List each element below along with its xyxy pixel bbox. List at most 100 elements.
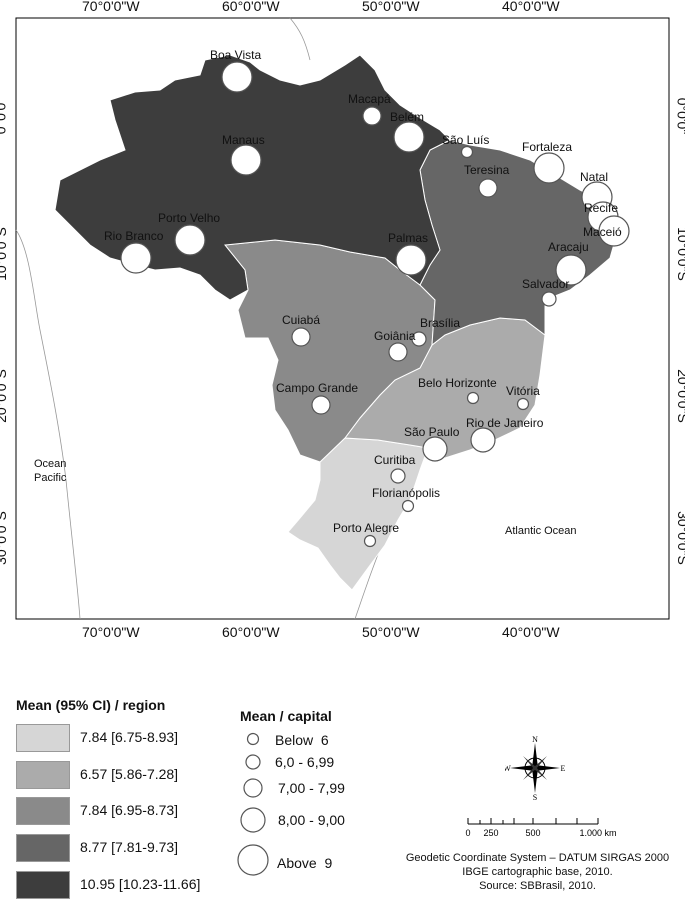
region-legend-label-0: 7.84 [6.75-8.93]: [80, 729, 179, 745]
capital-marker-curitiba: [390, 468, 406, 484]
region-legend-label-2: 7.84 [6.95-8.73]: [80, 802, 179, 818]
capital-label-florianópolis: Florianópolis: [372, 486, 441, 500]
capital-legend-symbols: [237, 732, 269, 876]
capital-legend-circle-1: [245, 754, 261, 770]
capital-label-maceió: Maceió: [583, 225, 622, 239]
capital-label-natal: Natal: [580, 170, 609, 184]
capital-label-fortaleza: Fortaleza: [522, 140, 573, 154]
capital-marker-são-luís: [460, 145, 474, 159]
source-line-1: Geodetic Coordinate System – DATUM SIRGA…: [405, 852, 670, 864]
capital-legend-label-0: Below 6: [275, 732, 329, 748]
grid-label-bottom-40w: 40°0'0"W: [502, 624, 560, 640]
region-legend-label-3: 8.77 [7.81-9.73]: [80, 839, 179, 855]
grid-label-bottom-70w: 70°0'0"W: [82, 624, 140, 640]
grid-label-left-10s: 10°0'0"S: [0, 227, 9, 281]
capital-marker-salvador: [541, 291, 557, 307]
capital-label-boa-vista: Boa Vista: [210, 48, 262, 62]
grid-label-bottom-50w: 50°0'0"W: [362, 624, 420, 640]
capital-marker-brasília: [411, 331, 427, 347]
capital-marker-aracaju: [555, 254, 587, 286]
region-legend-swatch-1: [16, 761, 70, 789]
capital-marker-porto-velho: [174, 224, 206, 256]
capital-label-salvador: Salvador: [522, 277, 570, 291]
region-legend-swatch-0: [16, 724, 70, 752]
capital-label-rio-de-janeiro: Rio de Janeiro: [466, 416, 544, 430]
grid-label-top-50w: 50°0'0"W: [362, 0, 420, 14]
capital-marker-boa-vista: [221, 61, 253, 93]
grid-label-top-40w: 40°0'0"W: [502, 0, 560, 14]
capital-label-teresina: Teresina: [464, 163, 510, 177]
capital-label-são-paulo: São Paulo: [404, 425, 460, 439]
capital-legend-label-2: 7,00 - 7,99: [278, 780, 345, 796]
compass-s: S: [533, 793, 537, 801]
capital-label-goiânia: Goiânia: [374, 329, 416, 343]
capital-marker-belo-horizonte: [466, 391, 480, 405]
capital-marker-florianópolis: [401, 499, 415, 513]
region-legend-swatch-3: [16, 834, 70, 862]
region-north: [54, 54, 451, 301]
region-legend-title: Mean (95% CI) / region: [16, 697, 166, 713]
source-line-2: IBGE cartographic base, 2010.: [462, 866, 613, 878]
capital-marker-belém: [393, 121, 425, 153]
capital-label-rio-branco: Rio Branco: [104, 229, 164, 243]
capital-label-macapá: Macapá: [348, 92, 391, 106]
scale-label-0: 0: [465, 828, 470, 838]
capital-legend-title: Mean / capital: [240, 708, 332, 724]
capital-marker-rio-branco: [120, 242, 152, 274]
capital-label-aracaju: Aracaju: [548, 240, 589, 254]
region-legend-label-1: 6.57 [5.86-7.28]: [80, 766, 179, 782]
grid-label-bottom-60w: 60°0'0"W: [222, 624, 280, 640]
scale-label-500: 500: [525, 828, 540, 838]
grid-label-right-0: 0°0'0": [674, 97, 685, 135]
capital-marker-campo-grande: [311, 395, 331, 415]
capital-label-campo-grande: Campo Grande: [276, 381, 359, 395]
capital-marker-palmas: [395, 244, 427, 276]
region-legend-swatch-4: [16, 871, 70, 899]
capital-legend-label-3: 8,00 - 9,00: [278, 812, 345, 828]
ocean-label-pacific-2: Pacific: [34, 472, 67, 484]
capital-label-porto-alegre: Porto Alegre: [333, 521, 400, 535]
capital-marker-manaus: [230, 144, 262, 176]
compass-n: N: [532, 735, 538, 744]
compass-rose: N S W E: [505, 735, 565, 801]
capital-label-belém: Belém: [390, 110, 425, 124]
grid-label-left-0: 0°0'0": [0, 97, 9, 135]
capital-marker-vitória: [516, 397, 530, 411]
capital-legend-circle-0: [246, 732, 260, 746]
capital-marker-fortaleza: [533, 152, 565, 184]
capital-legend-circle-4: [237, 844, 269, 876]
scale-label-1000: 1.000 km: [579, 828, 616, 838]
grid-label-top-70w: 70°0'0"W: [82, 0, 140, 14]
grid-label-top-60w: 60°0'0"W: [222, 0, 280, 14]
capital-label-vitória: Vitória: [506, 384, 540, 398]
region-legend-label-4: 10.95 [10.23-11.66]: [80, 876, 201, 892]
capital-marker-cuiabá: [291, 327, 311, 347]
capital-legend-label-4: Above 9: [277, 855, 333, 871]
capital-label-curitiba: Curitiba: [374, 453, 416, 467]
capital-legend-circle-2: [243, 778, 263, 798]
capital-marker-macapá: [362, 106, 382, 126]
capital-marker-maceió: [598, 215, 630, 247]
compass-w: W: [505, 764, 511, 773]
region-legend-swatch-2: [16, 797, 70, 825]
capital-marker-teresina: [478, 178, 498, 198]
capital-legend-label-1: 6,0 - 6,99: [275, 754, 335, 770]
source-line-3: Source: SBBrasil, 2010.: [479, 880, 596, 892]
ocean-label-atlantic: Atlantic Ocean: [505, 525, 577, 537]
capital-marker-rio-de-janeiro: [470, 427, 496, 453]
ocean-label-pacific-1: Ocean: [34, 458, 67, 470]
scale-bar: 0 250 500 1.000 km: [465, 818, 617, 838]
capital-label-cuiabá: Cuiabá: [282, 313, 321, 327]
grid-label-left-20s: 20°0'0"S: [0, 369, 9, 423]
capital-label-porto-velho: Porto Velho: [158, 211, 221, 225]
capital-marker-goiânia: [388, 342, 408, 362]
capital-legend-circle-3: [240, 807, 266, 833]
capital-marker-são-paulo: [422, 436, 448, 462]
capital-label-são-luís: São Luís: [442, 133, 490, 147]
grid-label-left-30s: 30°0'0"S: [0, 511, 9, 565]
capital-marker-porto-alegre: [363, 534, 377, 548]
grid-label-right-20s: 20°0'0"S: [674, 369, 685, 423]
capital-label-belo-horizonte: Belo Horizonte: [418, 376, 497, 390]
compass-e: E: [561, 764, 565, 773]
capital-label-palmas: Palmas: [388, 231, 429, 245]
